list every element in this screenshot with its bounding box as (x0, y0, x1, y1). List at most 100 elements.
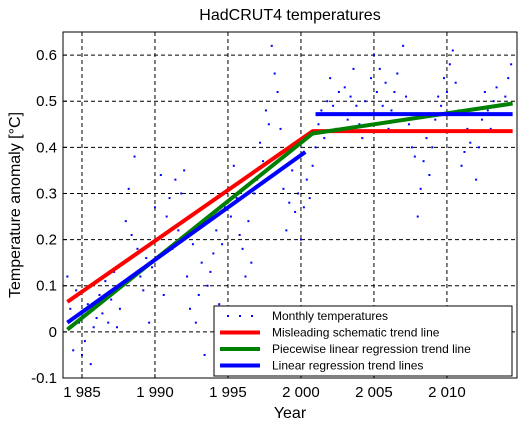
monthly-temperature-point (314, 146, 317, 149)
y-tick-label: 0.1 (36, 278, 57, 295)
monthly-temperature-point (483, 90, 486, 93)
monthly-temperature-point (445, 90, 448, 93)
monthly-temperature-point (101, 312, 104, 315)
monthly-temperature-point (381, 104, 384, 107)
monthly-temperature-point (186, 275, 189, 278)
monthly-temperature-point (475, 178, 478, 181)
monthly-temperature-point (229, 215, 232, 218)
monthly-temperature-point (282, 187, 285, 190)
series-layer (66, 44, 513, 366)
monthly-temperature-point (323, 137, 326, 140)
monthly-temperature-point (212, 252, 215, 255)
y-tick-label: 0 (49, 324, 57, 341)
y-tick-label: 0.5 (36, 93, 57, 110)
monthly-temperature-point (136, 247, 139, 250)
y-tick-label: 0.6 (36, 47, 57, 64)
monthly-temperature-point (86, 303, 89, 306)
monthly-temperature-point (463, 150, 466, 153)
monthly-temperature-point (460, 164, 463, 167)
monthly-temperature-point (510, 63, 513, 66)
monthly-temperature-point (451, 49, 454, 52)
x-tick-label: 2 005 (355, 384, 393, 401)
trend-line-3 (66, 150, 307, 325)
monthly-temperature-point (270, 44, 273, 47)
monthly-temperature-point (247, 220, 250, 223)
x-tick-label: 1 995 (209, 384, 247, 401)
monthly-temperature-point (145, 257, 148, 260)
monthly-temperature-point (72, 349, 75, 352)
legend-label: Monthly temperatures (272, 309, 388, 323)
monthly-temperature-point (384, 81, 387, 84)
monthly-temperature-point (425, 137, 428, 140)
y-axis-title: Temperature anomaly [°C] (7, 112, 24, 298)
monthly-temperature-point (375, 90, 378, 93)
legend-marker (239, 315, 241, 317)
monthly-temperature-point (302, 206, 305, 209)
monthly-temperature-point (253, 192, 256, 195)
x-tick-label: 1 985 (63, 384, 101, 401)
monthly-temperature-point (416, 215, 419, 218)
monthly-temperature-point (507, 77, 510, 80)
monthly-temperature-point (285, 229, 288, 232)
monthly-temperature-point (200, 261, 203, 264)
monthly-temperature-point (495, 86, 498, 89)
monthly-temperature-point (261, 160, 264, 163)
monthly-temperature-point (267, 123, 270, 126)
monthly-temperature-point (215, 229, 218, 232)
monthly-temperature-point (478, 146, 481, 149)
monthly-temperature-point (153, 206, 156, 209)
monthly-temperature-point (113, 270, 116, 273)
monthly-temperature-point (407, 123, 410, 126)
monthly-temperature-point (440, 104, 443, 107)
chart-title: HadCRUT4 temperatures (199, 7, 380, 24)
y-tick-label: 0.3 (36, 185, 57, 202)
monthly-temperature-point (288, 201, 291, 204)
monthly-temperature-point (151, 266, 154, 269)
monthly-temperature-point (142, 289, 145, 292)
monthly-temperature-point (337, 90, 340, 93)
monthly-temperature-point (297, 192, 300, 195)
monthly-temperature-point (405, 95, 408, 98)
monthly-temperature-point (133, 155, 136, 158)
monthly-temperature-point (437, 95, 440, 98)
monthly-temperature-point (241, 247, 244, 250)
monthly-temperature-point (197, 293, 200, 296)
monthly-temperature-point (489, 127, 492, 130)
monthly-temperature-point (434, 118, 437, 121)
monthly-temperature-point (69, 307, 72, 310)
monthly-temperature-point (413, 155, 416, 158)
legend-marker (251, 315, 253, 317)
monthly-temperature-point (168, 197, 171, 200)
monthly-temperature-point (454, 81, 457, 84)
monthly-temperature-point (308, 197, 311, 200)
monthly-temperature-point (320, 109, 323, 112)
x-axis-title: Year (274, 405, 307, 422)
monthly-temperature-point (329, 77, 332, 80)
monthly-temperature-point (492, 100, 495, 103)
tick-labels: 1 985 1 990 1 995 2 000 2 005 2 010 -0.1 0 0.1 0.… (31, 47, 466, 401)
monthly-temperature-point (332, 104, 335, 107)
monthly-temperature-point (393, 90, 396, 93)
x-tick-label: 2 000 (282, 384, 320, 401)
monthly-temperature-point (372, 54, 375, 57)
monthly-temperature-point (396, 72, 399, 75)
monthly-temperature-point (232, 164, 235, 167)
legend: Monthly temperatures Misleading schematic… (213, 305, 513, 377)
monthly-temperature-point (299, 238, 302, 241)
monthly-temperature-point (480, 118, 483, 121)
monthly-temperature-point (355, 104, 358, 107)
monthly-temperature-point (466, 127, 469, 130)
monthly-temperature-point (98, 293, 101, 296)
monthly-temperature-point (139, 275, 142, 278)
monthly-temperature-point (162, 293, 165, 296)
monthly-temperature-point (402, 44, 405, 47)
monthly-temperature-point (469, 141, 472, 144)
trend-line-1 (66, 129, 513, 304)
monthly-temperature-point (346, 118, 349, 121)
monthly-temperature-point (107, 321, 110, 324)
legend-label: Misleading schematic trend line (272, 326, 440, 340)
legend-label: Piecewise linear regression trend line (272, 342, 471, 356)
monthly-temperature-point (311, 164, 314, 167)
monthly-temperature-point (221, 243, 224, 246)
